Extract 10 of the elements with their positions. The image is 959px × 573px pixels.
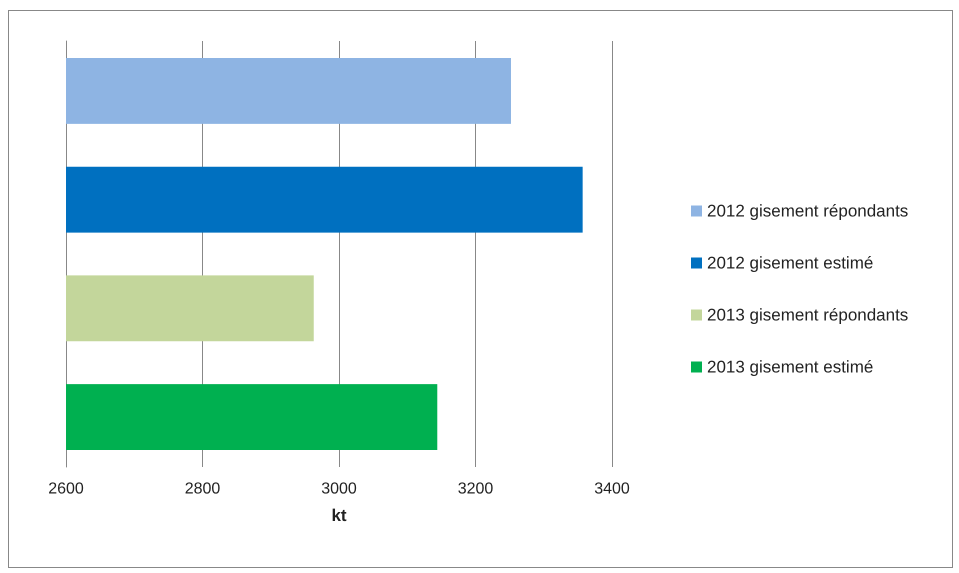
legend-label: 2013 gisement estimé [707,358,874,376]
x-tick-label: 3400 [594,480,630,498]
legend-label: 2012 gisement estimé [707,254,874,272]
x-axis-title: kt [331,506,347,525]
x-tick-label: 2800 [184,480,220,498]
x-tick-label: 2600 [48,480,84,498]
x-tick-label: 3200 [458,480,494,498]
legend-label: 2013 gisement répondants [707,306,908,324]
x-tick-label: 3000 [321,480,357,498]
legend-label: 2012 gisement répondants [707,202,908,220]
